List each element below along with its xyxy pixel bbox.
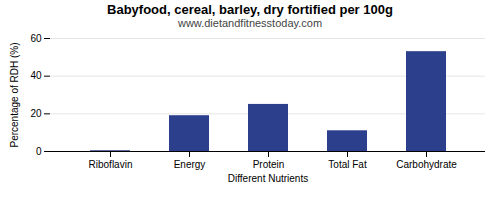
svg-text:Carbohydrate: Carbohydrate xyxy=(396,159,457,170)
svg-text:60: 60 xyxy=(30,33,42,44)
svg-text:Different Nutrients: Different Nutrients xyxy=(228,173,308,184)
svg-text:Total Fat: Total Fat xyxy=(328,159,367,170)
html-text:www.dietandfitnesstoday.com: www.dietandfitnesstoday.com xyxy=(178,17,322,29)
svg-text:40: 40 xyxy=(30,70,42,81)
svg-text:0: 0 xyxy=(36,146,42,157)
svg-text:Protein: Protein xyxy=(253,159,285,170)
html-text:Babyfood, cereal, barley, dry: Babyfood, cereal, barley, dry fortified … xyxy=(107,2,393,17)
svg-text:20: 20 xyxy=(30,108,42,119)
svg-text:Percentage of RDH (%): Percentage of RDH (%) xyxy=(9,42,20,147)
svg-text:Riboflavin: Riboflavin xyxy=(89,159,133,170)
svg-text:Energy: Energy xyxy=(174,159,206,170)
